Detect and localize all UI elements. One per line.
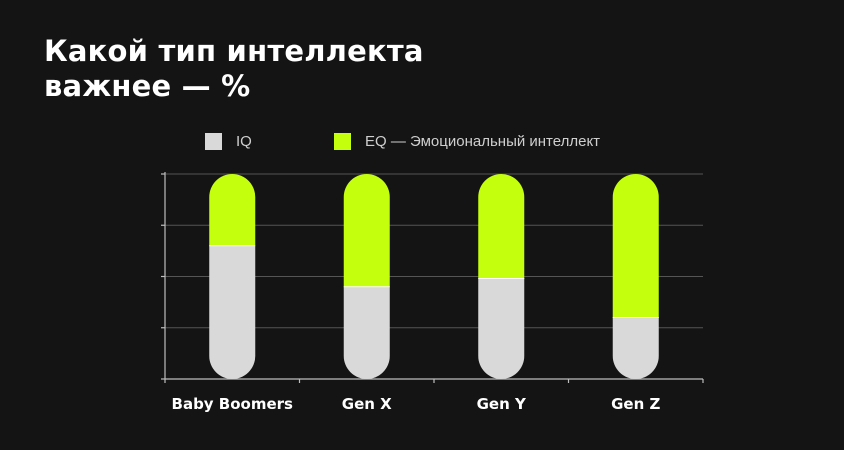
- bar-iq-2: [478, 278, 525, 379]
- bar-iq-0: [209, 245, 256, 379]
- legend-item-eq: EQ — Эмоциональный интеллект: [334, 131, 600, 151]
- x-tick-label-2: Gen Y: [477, 395, 527, 413]
- bar-eq-3: [612, 174, 659, 318]
- legend-swatch-eq: [334, 132, 351, 150]
- chart-title-line-2: важнее — %: [44, 69, 251, 103]
- bar-eq-2: [478, 174, 525, 279]
- chart-title-line-1: Какой тип интеллекта: [44, 34, 424, 68]
- bar-eq-1: [343, 174, 390, 287]
- x-tick-label-1: Gen X: [342, 395, 392, 413]
- legend-item-iq: IQ: [205, 131, 252, 151]
- legend-label-eq: EQ — Эмоциональный интеллект: [365, 132, 601, 150]
- legend-label-iq: IQ: [236, 132, 252, 150]
- bar-iq-3: [612, 317, 659, 379]
- chart-title: Какой тип интеллекта важнее — %: [44, 34, 564, 104]
- x-tick-label-3: Gen Z: [611, 395, 660, 413]
- x-tick-label-0: Baby Boomers: [172, 395, 294, 413]
- legend-swatch-iq: [205, 132, 222, 150]
- bar-iq-1: [343, 286, 390, 379]
- bar-eq-0: [209, 174, 256, 246]
